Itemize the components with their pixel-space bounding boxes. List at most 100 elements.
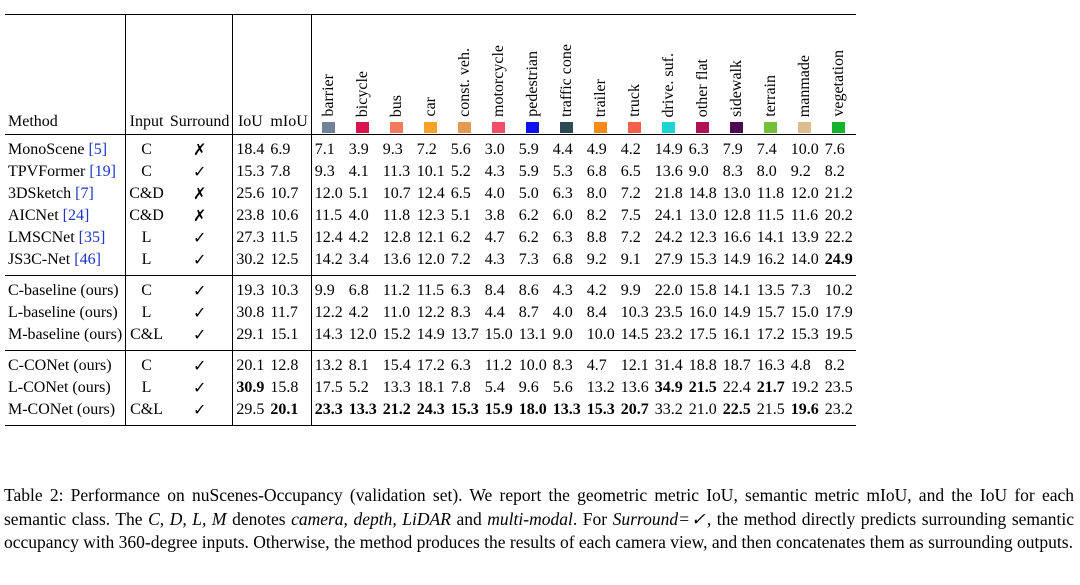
table-row: 3DSketch [7] C&D ✗ 25.6 10.7 12.0 5.1 10.7 12.4 6… <box>5 183 856 205</box>
header-class-truck: truck <box>618 15 652 135</box>
class-iou-cell: 13.9 <box>790 229 819 246</box>
class-iou-cell: 12.3 <box>416 207 445 224</box>
class-color-swatch <box>458 122 472 133</box>
caption-variables: C, D, L, M <box>148 508 227 529</box>
class-iou-cell: 18.8 <box>688 357 717 374</box>
surround-cell: ✓ <box>192 250 207 269</box>
class-iou-cell: 14.3 <box>310 324 346 351</box>
class-iou-cell: 5.9 <box>518 163 539 180</box>
citation-link[interactable]: [19] <box>89 163 116 180</box>
class-iou-cell: 9.9 <box>620 282 641 299</box>
header-class-bus: bus <box>380 15 414 135</box>
class-iou-cell: 4.1 <box>348 163 369 180</box>
class-iou-cell: 12.0 <box>348 326 377 343</box>
class-iou-cell: 11.0 <box>382 304 411 321</box>
class-iou-cell: 24.1 <box>654 207 683 224</box>
header-row: Method Input Surround IoU mIoU barrier bi… <box>5 14 856 135</box>
class-iou-cell: 15.4 <box>382 357 411 374</box>
method-name: LMSCNet <box>8 229 75 246</box>
class-iou-cell: 8.2 <box>824 357 845 374</box>
class-iou-cell: 9.2 <box>790 163 811 180</box>
table-row: TPVFormer [19] C ✓ 15.3 7.8 9.3 4.1 11.3 10.1 5.2… <box>5 161 856 183</box>
caption-surround-eq: Surround=✓ <box>612 508 707 529</box>
class-iou-cell: 6.2 <box>518 207 539 224</box>
caption-modalities: camera, depth, LiDAR <box>291 508 451 529</box>
class-label: pedestrian <box>523 51 541 117</box>
caption-sentence-3: and <box>456 508 482 529</box>
citation-link[interactable]: [46] <box>74 251 101 268</box>
class-iou-cell: 5.1 <box>450 207 471 224</box>
class-color-swatch <box>730 122 744 133</box>
class-iou-cell: 21.5 <box>756 401 785 418</box>
method-name: L-baseline (ours) <box>8 304 118 321</box>
class-iou-cell: 12.4 <box>416 185 445 202</box>
caption-label: Table 2: <box>4 485 64 505</box>
class-iou-cell: 12.0 <box>416 251 445 268</box>
caption-sentence-2: denotes <box>232 508 286 529</box>
class-iou-cell: 4.7 <box>586 357 607 374</box>
class-iou-cell: 7.3 <box>518 251 539 268</box>
class-iou-cell: 24.9 <box>824 251 853 268</box>
class-label: const. veh. <box>455 48 473 117</box>
class-iou-cell: 11.5 <box>756 207 785 224</box>
iou-cell: 25.6 <box>232 183 268 205</box>
header-class-motorcycle: motorcycle <box>482 15 516 135</box>
class-iou-cell: 7.2 <box>620 229 641 246</box>
class-iou-cell: 8.0 <box>586 185 607 202</box>
class-iou-cell: 4.3 <box>484 163 505 180</box>
method-cell: C-baseline (ours) <box>5 276 126 303</box>
class-iou-cell: 14.0 <box>790 251 819 268</box>
input-cell: C&L <box>125 324 167 351</box>
class-iou-cell: 6.3 <box>450 357 471 374</box>
class-iou-cell: 17.5 <box>688 326 717 343</box>
class-iou-cell: 13.2 <box>310 350 346 377</box>
class-iou-cell: 6.3 <box>552 185 573 202</box>
header-class-car: car <box>414 15 448 135</box>
class-iou-cell: 8.2 <box>824 163 845 180</box>
header-class-bicycle: bicycle <box>346 15 380 135</box>
iou-cell: 29.1 <box>232 324 268 351</box>
surround-cell: ✓ <box>192 228 207 247</box>
iou-cell: 27.3 <box>232 227 268 249</box>
citation-link[interactable]: [24] <box>62 207 90 224</box>
class-iou-cell: 6.2 <box>450 229 471 246</box>
class-iou-cell: 12.4 <box>310 227 346 249</box>
iou-cell: 19.3 <box>232 275 268 302</box>
class-iou-cell: 14.9 <box>722 304 751 321</box>
citation-link[interactable]: [7] <box>75 185 94 202</box>
class-iou-cell: 18.7 <box>722 357 751 374</box>
class-iou-cell: 8.8 <box>586 229 607 246</box>
class-iou-cell: 6.2 <box>518 229 539 246</box>
surround-cell: ✓ <box>192 356 207 375</box>
method-cell: M-CONet (ours) <box>5 399 126 426</box>
class-iou-cell: 10.1 <box>416 163 445 180</box>
citation-link[interactable]: [35] <box>78 229 106 246</box>
class-iou-cell: 22.4 <box>722 379 751 396</box>
class-iou-cell: 6.5 <box>450 185 471 202</box>
class-label: trailer <box>591 78 609 117</box>
header-miou: mIoU <box>267 14 312 135</box>
class-color-swatch <box>662 122 676 133</box>
class-iou-cell: 3.0 <box>484 141 505 158</box>
miou-cell: 12.8 <box>267 350 312 377</box>
class-iou-cell: 15.3 <box>790 326 819 343</box>
class-iou-cell: 12.0 <box>310 183 346 205</box>
method-name: MonoScene <box>8 141 85 158</box>
class-iou-cell: 14.2 <box>310 249 346 276</box>
results-table-container: Method Input Surround IoU mIoU barrier bi… <box>5 14 1073 426</box>
class-iou-cell: 7.2 <box>620 185 641 202</box>
class-iou-cell: 11.3 <box>382 163 411 180</box>
class-iou-cell: 22.0 <box>654 282 683 299</box>
class-iou-cell: 7.2 <box>450 251 471 268</box>
class-iou-cell: 19.6 <box>790 401 819 418</box>
method-name: M-baseline (ours) <box>8 326 123 343</box>
class-iou-cell: 6.3 <box>688 141 709 158</box>
method-name: AICNet <box>8 207 59 224</box>
class-color-swatch <box>798 122 812 133</box>
header-class-barrier: barrier <box>310 14 346 135</box>
method-cell: JS3C-Net [46] <box>5 249 126 276</box>
class-iou-cell: 4.9 <box>586 141 607 158</box>
class-iou-cell: 8.3 <box>450 304 471 321</box>
citation-link[interactable]: [5] <box>88 141 108 158</box>
class-iou-cell: 14.9 <box>722 251 751 268</box>
